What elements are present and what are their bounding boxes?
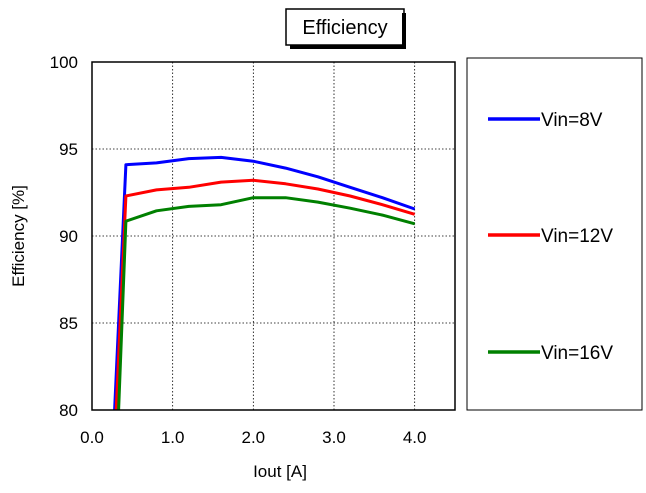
x-tick-label: 4.0 <box>403 428 427 447</box>
legend: Vin=8V Vin=12V Vin=16V <box>488 110 613 364</box>
series-line-3 <box>117 196 416 411</box>
legend-label: Vin=8V <box>541 110 603 131</box>
x-axis-label: Iout [A] <box>253 462 307 481</box>
chart-title-box <box>285 8 405 46</box>
series-line-2 <box>114 178 416 411</box>
plot-frame <box>91 61 456 411</box>
y-tick-labels: 80 85 90 95 100 <box>50 53 78 420</box>
x-tick-labels: 0.0 1.0 2.0 3.0 4.0 <box>80 428 426 447</box>
x-tick-label: 1.0 <box>161 428 185 447</box>
legend-label: Vin=16V <box>541 343 613 364</box>
y-tick-label: 80 <box>59 401 78 420</box>
x-tick-label: 2.0 <box>242 428 266 447</box>
y-axis-label: Efficiency [%] <box>9 185 28 287</box>
chart-title: Efficiency <box>302 17 387 39</box>
grid-lines <box>92 62 455 410</box>
y-tick-label: 100 <box>50 53 78 72</box>
x-tick-label: 3.0 <box>322 428 346 447</box>
y-tick-label: 90 <box>59 227 78 246</box>
series-lines <box>113 155 416 411</box>
series-line-1 <box>113 155 416 411</box>
y-tick-label: 95 <box>59 140 78 159</box>
y-tick-label: 85 <box>59 314 78 333</box>
x-tick-label: 0.0 <box>80 428 104 447</box>
legend-label: Vin=12V <box>541 226 613 247</box>
